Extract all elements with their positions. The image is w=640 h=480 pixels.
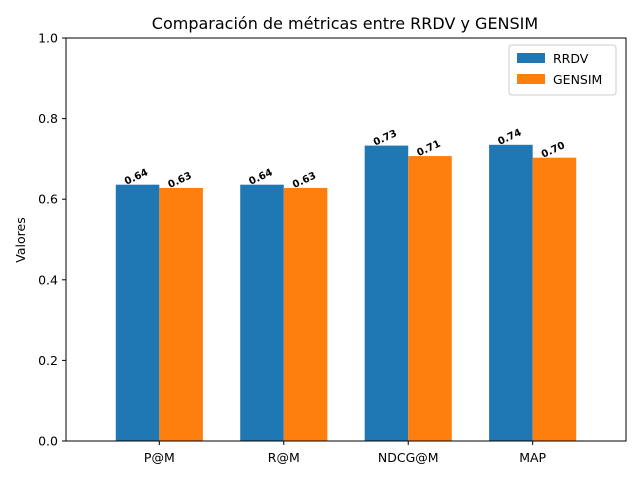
- data-label-gensim-p-m: 0.63: [167, 170, 194, 190]
- y-tick-label: 0.8: [38, 111, 58, 126]
- bar-rrdv-r-m: [240, 184, 284, 441]
- bar-rrdv-p-m: [115, 184, 160, 441]
- x-tick-label: NDCG@M: [378, 450, 439, 465]
- data-label-rrdv-r-m: 0.64: [247, 167, 274, 187]
- bar-gensim-ndcg-m: [408, 156, 452, 441]
- y-axis-label: Valores: [13, 217, 28, 262]
- bar-rrdv-map: [489, 144, 533, 442]
- axes-group: P@M R@M NDCG@M MAP 0.0 0.2 0.4 0.6 0.8 1.0: [38, 31, 627, 465]
- plot-frame: [65, 37, 627, 442]
- x-tick-label: P@M: [144, 450, 175, 465]
- bar-gensim-p-m: [159, 187, 203, 441]
- y-tick-label: 0.0: [38, 434, 58, 449]
- y-tick-label: 1.0: [38, 31, 58, 46]
- data-label-rrdv-p-m: 0.64: [123, 167, 150, 187]
- data-label-gensim-r-m: 0.63: [291, 170, 318, 190]
- y-tick-label: 0.6: [38, 192, 58, 207]
- legend-swatch-gensim: [517, 74, 545, 84]
- x-tick-label: MAP: [519, 450, 546, 465]
- bars-group: [115, 144, 577, 442]
- data-label-rrdv-ndcg-m: 0.73: [372, 128, 399, 148]
- legend: RRDV GENSIM: [508, 44, 617, 96]
- bar-gensim-r-m: [283, 187, 328, 441]
- data-label-gensim-map: 0.70: [540, 140, 567, 160]
- legend-label-gensim: GENSIM: [553, 72, 602, 87]
- bar-rrdv-ndcg-m: [364, 145, 409, 441]
- bar-gensim-map: [532, 157, 577, 441]
- data-label-gensim-ndcg-m: 0.71: [415, 139, 442, 159]
- legend-swatch-rrdv: [517, 53, 545, 63]
- x-tick-label: R@M: [268, 450, 300, 465]
- y-tick-label: 0.2: [38, 353, 58, 368]
- chart-title: Comparación de métricas entre RRDV y GEN…: [152, 14, 538, 33]
- y-tick-label: 0.4: [38, 272, 58, 287]
- legend-label-rrdv: RRDV: [553, 51, 589, 66]
- data-label-rrdv-map: 0.74: [496, 127, 523, 147]
